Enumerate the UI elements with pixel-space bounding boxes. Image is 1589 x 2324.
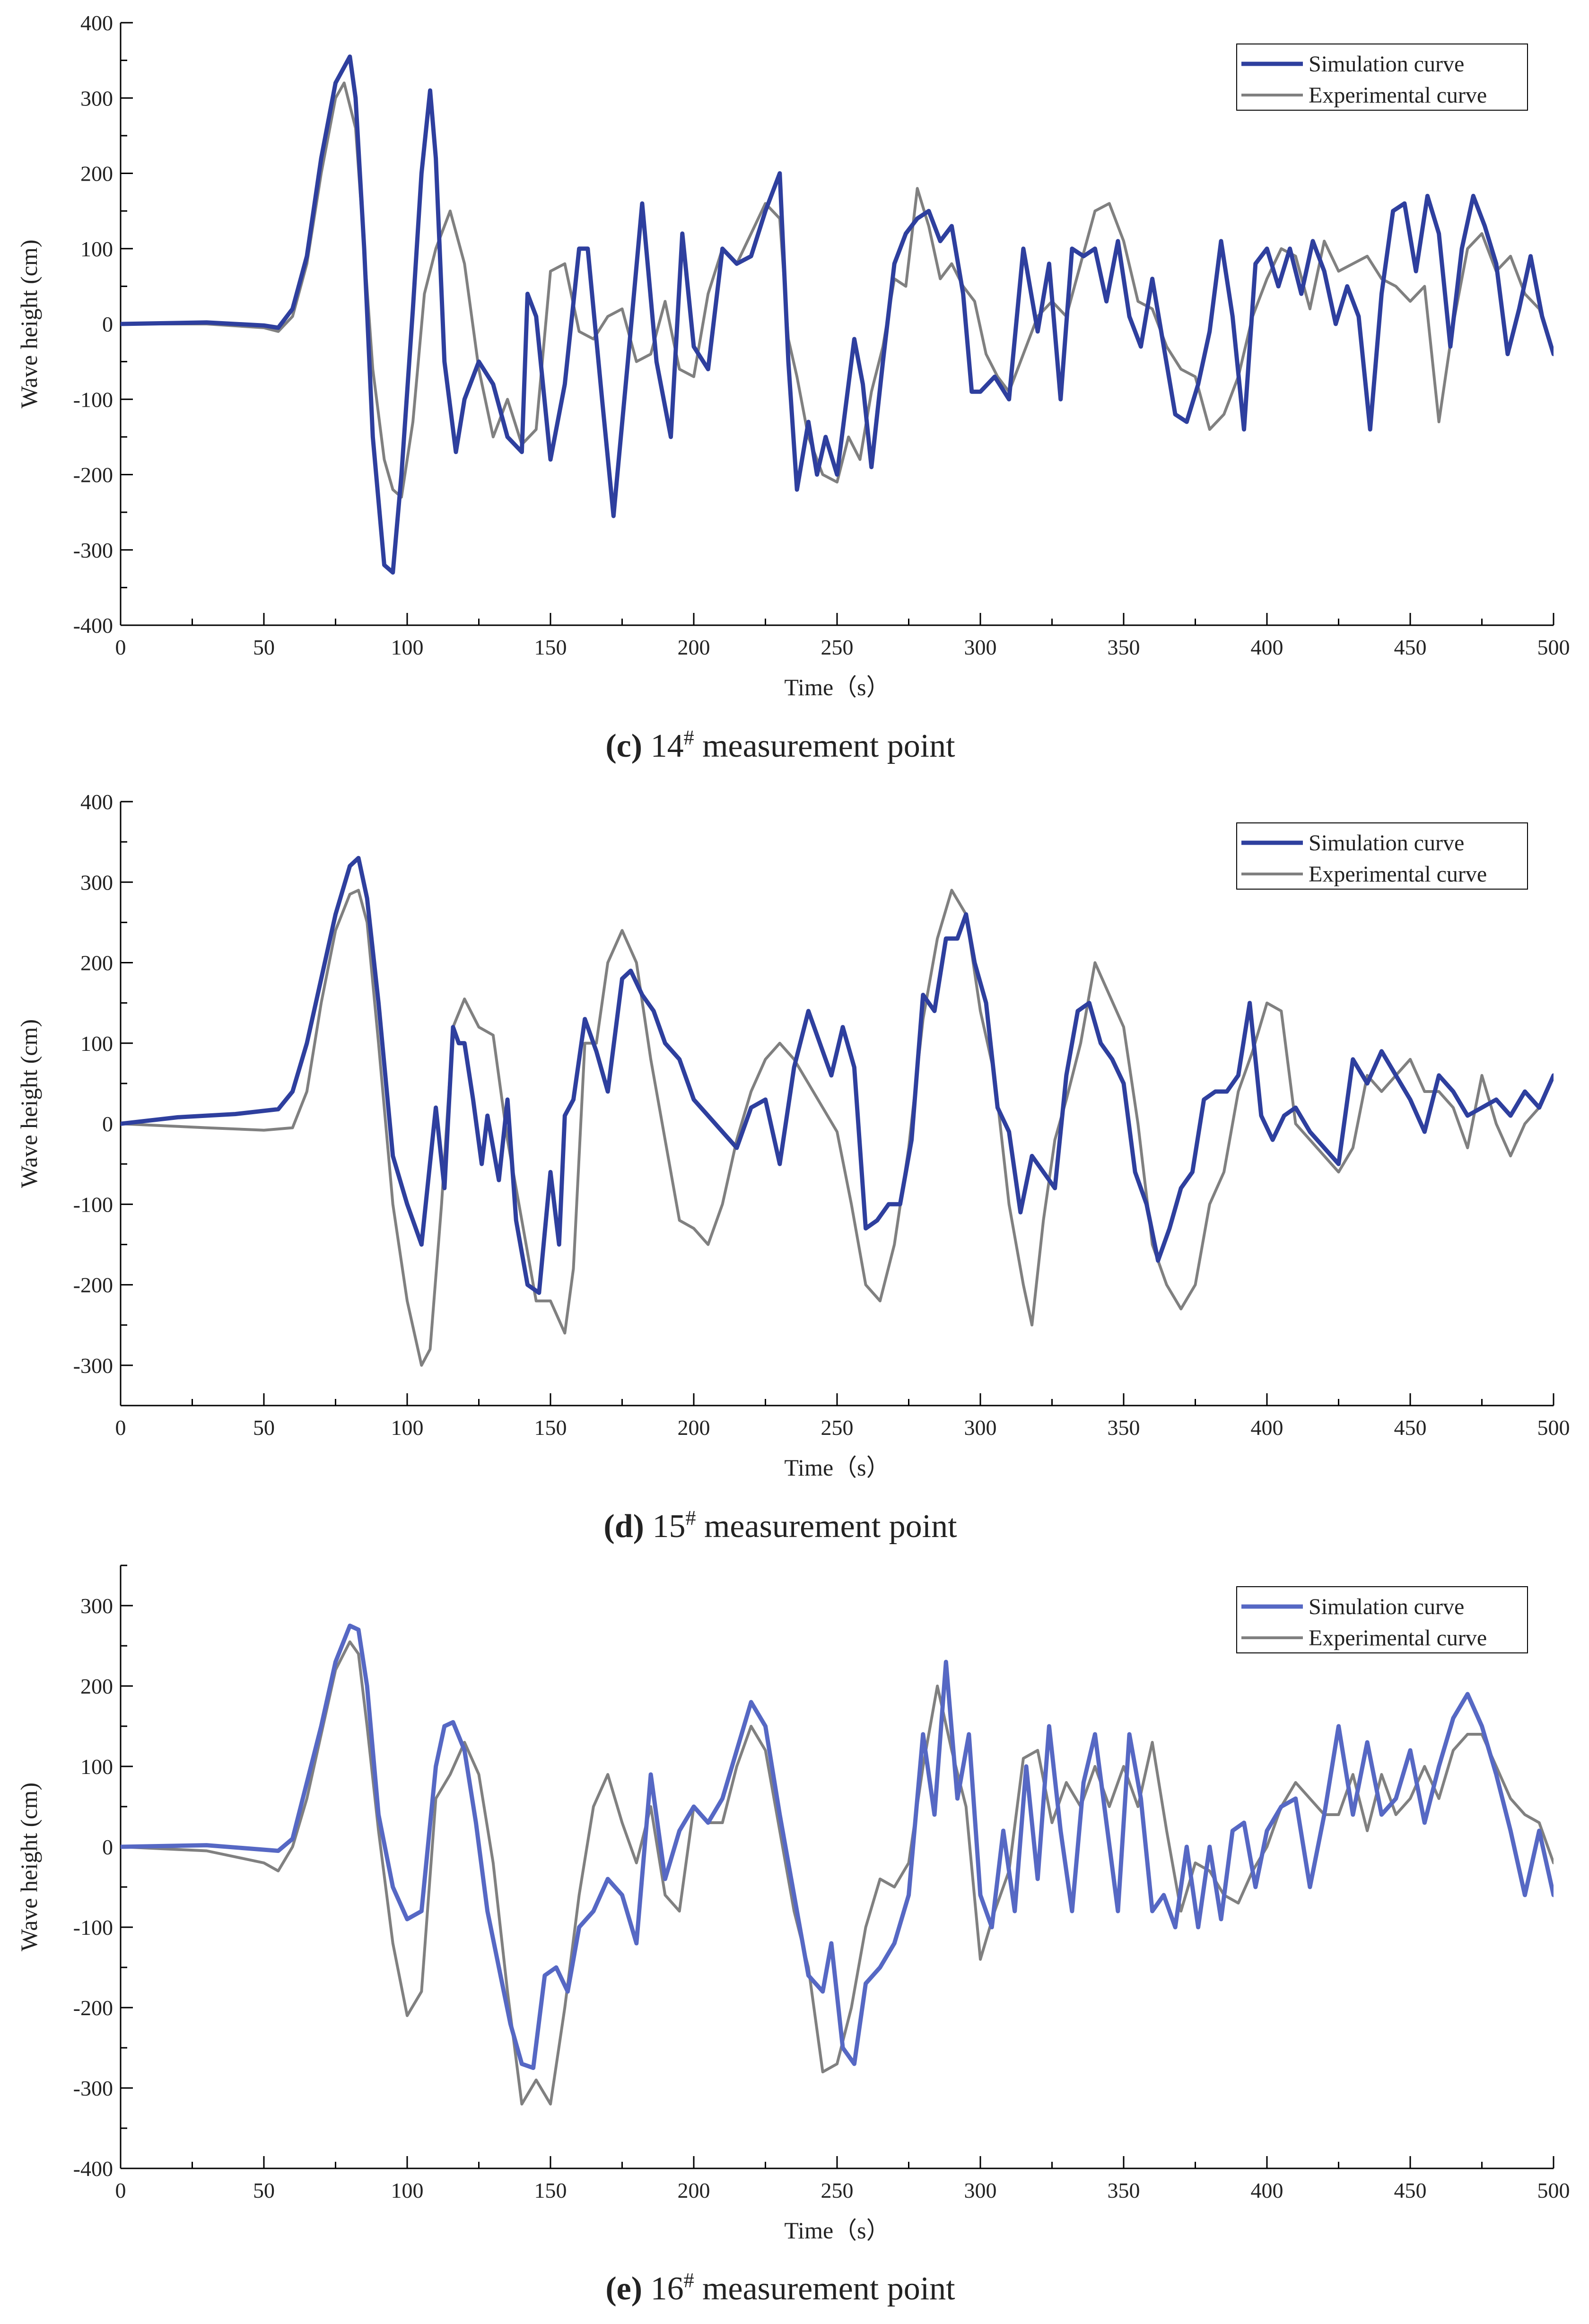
x-tick-label: 250 [821, 635, 854, 659]
y-axis-label: Wave height (cm) [16, 1782, 42, 1951]
x-tick-label: 300 [964, 635, 997, 659]
x-axis-label: Time（s） [784, 674, 890, 700]
x-tick-label: 350 [1108, 635, 1140, 659]
simulation-curve-line [121, 1624, 1554, 2070]
x-tick-label: 100 [391, 1415, 424, 1440]
y-tick-label: 200 [80, 162, 113, 186]
x-tick-label: 250 [821, 1415, 854, 1440]
x-tick-label: 350 [1108, 2178, 1140, 2202]
x-tick-label: 150 [534, 1415, 567, 1440]
legend-experimental-label: Experimental curve [1309, 862, 1487, 887]
x-tick-label: 0 [115, 1415, 126, 1440]
y-tick-label: -400 [73, 2157, 113, 2181]
simulation-curve-line [121, 54, 1554, 575]
chart-panel-1: 0 50 100 150 200 250 300 350 400 450 500 -400 -300 -2… [16, 11, 1570, 764]
panel-caption: (d) 15# measurement point [603, 1506, 957, 1545]
x-tick-label: 500 [1537, 2178, 1570, 2202]
caption-number: 15 [652, 1508, 685, 1545]
y-tick-label: 300 [80, 1594, 113, 1618]
x-tick-label: 300 [964, 1415, 997, 1440]
x-tick-label: 50 [253, 2178, 275, 2202]
x-tick-label: 400 [1251, 1415, 1283, 1440]
y-tick-label: 100 [80, 1755, 113, 1779]
y-tick-label: -200 [73, 1273, 113, 1297]
y-tick-label: 400 [80, 11, 113, 35]
legend-simulation-label: Simulation curve [1309, 52, 1464, 77]
chart-panel-3: 0 50 100 150 200 250 300 350 400 450 500 -400 -300 -2… [16, 1564, 1570, 2307]
caption-number: 16 [651, 2271, 684, 2307]
panel-caption: (e) 16# measurement point [605, 2269, 955, 2307]
y-tick-label: -100 [73, 1915, 113, 1940]
legend-experimental-label: Experimental curve [1309, 1625, 1487, 1651]
y-tick-label: -400 [73, 613, 113, 638]
legend-simulation-label: Simulation curve [1309, 1594, 1464, 1619]
y-tick-label: 300 [80, 870, 113, 894]
panel-caption: (c) 14# measurement point [605, 726, 955, 764]
x-tick-label: 200 [678, 1415, 710, 1440]
x-tick-label: 0 [115, 2178, 126, 2202]
x-tick-label: 450 [1394, 635, 1427, 659]
caption-letter: (e) [605, 2271, 650, 2307]
y-axis-label: Wave height (cm) [16, 1019, 42, 1188]
caption-number: 14 [651, 728, 684, 764]
y-tick-label: 200 [80, 951, 113, 975]
legend-box [1236, 1586, 1528, 1653]
caption-superscript: # [684, 2269, 694, 2292]
y-tick-label: 0 [102, 312, 113, 336]
x-axis-label: Time（s） [784, 2217, 890, 2244]
caption-letter: (d) [603, 1508, 652, 1545]
y-tick-label: 0 [102, 1835, 113, 1859]
y-tick-label: -200 [73, 1996, 113, 2020]
x-tick-label: 300 [964, 2178, 997, 2202]
y-tick-label: -300 [73, 2076, 113, 2100]
simulation-curve-line [121, 856, 1554, 1295]
x-tick-label: 450 [1394, 2178, 1427, 2202]
x-tick-label: 450 [1394, 1415, 1427, 1440]
x-tick-label: 400 [1251, 635, 1283, 659]
legend-box [1236, 44, 1528, 111]
y-tick-label: -200 [73, 463, 113, 487]
x-tick-label: 50 [253, 1415, 275, 1440]
x-tick-label: 100 [391, 635, 424, 659]
caption-superscript: # [685, 1506, 696, 1529]
legend-experimental-label: Experimental curve [1309, 83, 1487, 108]
x-tick-label: 50 [253, 635, 275, 659]
x-tick-label: 350 [1108, 1415, 1140, 1440]
caption-tail: measurement point [694, 728, 956, 764]
x-tick-label: 400 [1251, 2178, 1283, 2202]
y-tick-label: 100 [80, 237, 113, 261]
y-tick-label: -100 [73, 1192, 113, 1216]
caption-letter: (c) [605, 728, 650, 764]
y-tick-label: 200 [80, 1674, 113, 1698]
chart-panel-2: 0 50 100 150 200 250 300 350 400 450 500-300-200-1… [16, 790, 1570, 1545]
y-tick-label: -300 [73, 538, 113, 562]
x-tick-label: 250 [821, 2178, 854, 2202]
y-tick-label: -300 [73, 1354, 113, 1378]
x-tick-label: 150 [534, 2178, 567, 2202]
y-tick-label: 300 [80, 86, 113, 110]
caption-superscript: # [684, 726, 694, 749]
caption-tail: measurement point [696, 1508, 957, 1545]
x-tick-label: 200 [678, 635, 710, 659]
experimental-curve-line [121, 1640, 1554, 2106]
caption-tail: measurement point [694, 2271, 956, 2307]
x-tick-label: 100 [391, 2178, 424, 2202]
experimental-curve-line [121, 81, 1554, 499]
legend-box [1236, 822, 1528, 890]
y-tick-label: 0 [102, 1112, 113, 1136]
x-tick-label: 500 [1537, 1415, 1570, 1440]
y-tick-label: 100 [80, 1031, 113, 1056]
y-tick-label: 400 [80, 790, 113, 814]
x-tick-label: 0 [115, 635, 126, 659]
x-axis-label: Time（s） [784, 1454, 890, 1481]
x-tick-label: 500 [1537, 635, 1570, 659]
x-tick-label: 150 [534, 635, 567, 659]
legend-simulation-label: Simulation curve [1309, 830, 1464, 856]
y-axis-label: Wave height (cm) [16, 240, 42, 409]
y-tick-label: -100 [73, 387, 113, 411]
x-tick-label: 200 [678, 2178, 710, 2202]
